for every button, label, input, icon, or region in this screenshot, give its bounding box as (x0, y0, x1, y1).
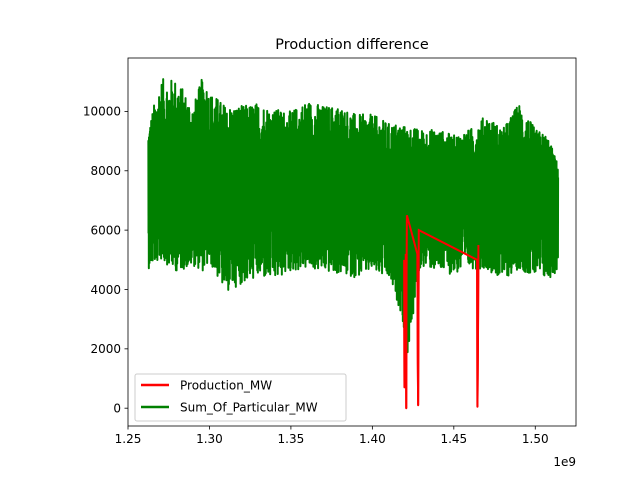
legend: Production_MW Sum_Of_Particular_MW (134, 373, 347, 422)
x-tick-label: 1.30 (196, 432, 223, 446)
x-tick-label: 1.35 (278, 432, 305, 446)
y-tick-label: 0 (113, 401, 121, 415)
y-tick-label: 2000 (90, 342, 121, 356)
plot-area (127, 57, 577, 427)
series-line-sum-of-particular-mw (147, 78, 560, 362)
series-line-production-mw-dips (403, 215, 480, 409)
x-axis-offset-label: 1e9 (553, 455, 576, 469)
legend-label-production-mw: Production_MW (180, 379, 272, 393)
axes-frame (127, 57, 577, 427)
y-tick-label: 6000 (90, 223, 121, 237)
y-tick-label: 4000 (90, 283, 121, 297)
x-tick-label: 1.40 (359, 432, 386, 446)
x-tick-label: 1.50 (522, 432, 549, 446)
legend-frame (134, 373, 347, 422)
y-tick-label: 8000 (90, 164, 121, 178)
x-tick-label: 1.25 (115, 432, 142, 446)
legend-label-sum-of-particular-mw: Sum_Of_Particular_MW (180, 401, 318, 415)
chart-title: Production difference (275, 37, 429, 53)
series-sum-of-particular-mw (147, 78, 560, 362)
x-tick-label: 1.45 (440, 432, 467, 446)
x-axis: 1.25 1.30 1.35 1.40 1.45 1.50 (115, 426, 549, 446)
y-tick-label: 10000 (83, 105, 121, 119)
y-axis: 0 2000 4000 6000 8000 10000 (83, 105, 128, 415)
